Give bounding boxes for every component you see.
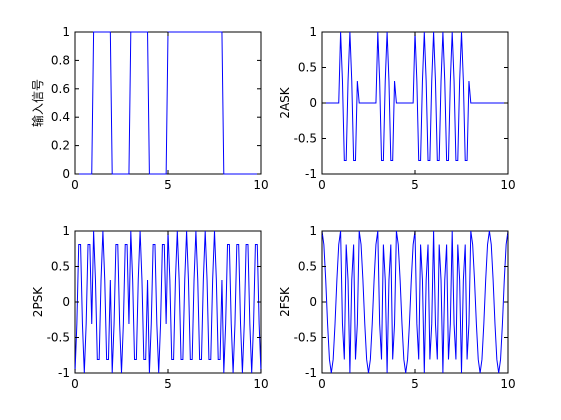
y-tick-label: -0.5 [294,132,317,146]
y-tick-label: 0 [62,167,70,181]
y-tick-label: 1 [62,25,70,39]
y-axis-label: 2FSK [278,286,292,317]
y-tick-label: 0.5 [298,61,317,75]
subplot: 0 5 10 -1 -0.5 0 0.5 1 2FSK [278,224,516,391]
y-tick-label: 1 [62,224,70,238]
y-tick-label: 0 [309,295,317,309]
x-tick-label: 0 [71,377,79,391]
x-tick-label: 0 [71,178,79,192]
x-tick-label: 10 [500,178,515,192]
x-tick-label: 10 [500,377,515,391]
x-tick-label: 10 [253,178,268,192]
y-tick-label: 0 [309,96,317,110]
x-tick-label: 0 [318,178,326,192]
x-tick-label: 5 [164,377,172,391]
y-tick-label: 1 [309,25,317,39]
y-tick-label: 0.2 [51,139,70,153]
subplot: 0 5 10 0 0.2 0.4 0.6 0.8 1 输入信号 [30,25,269,192]
x-tick-label: 10 [253,377,268,391]
y-tick-label: 0 [62,295,70,309]
y-tick-label: 0.8 [51,53,70,67]
x-tick-label: 5 [411,377,419,391]
y-tick-label: 0.5 [298,260,317,274]
y-tick-label: -1 [305,167,317,181]
y-tick-label: -1 [58,366,70,380]
y-tick-label: -0.5 [294,331,317,345]
y-axis-label: 输入信号 [30,79,45,127]
x-tick-label: 5 [164,178,172,192]
y-tick-label: 0.6 [51,82,70,96]
subplot: 0 5 10 -1 -0.5 0 0.5 1 2PSK [31,224,269,391]
y-tick-label: 1 [309,224,317,238]
y-tick-label: -0.5 [47,331,70,345]
x-tick-label: 5 [411,178,419,192]
y-axis-label: 2ASK [278,86,292,118]
y-tick-label: 0.4 [51,110,70,124]
y-tick-label: 0.5 [51,260,70,274]
subplot: 0 5 10 -1 -0.5 0 0.5 1 2ASK [278,25,516,192]
y-tick-label: -1 [305,366,317,380]
y-axis-label: 2PSK [31,286,45,317]
x-tick-label: 0 [318,377,326,391]
